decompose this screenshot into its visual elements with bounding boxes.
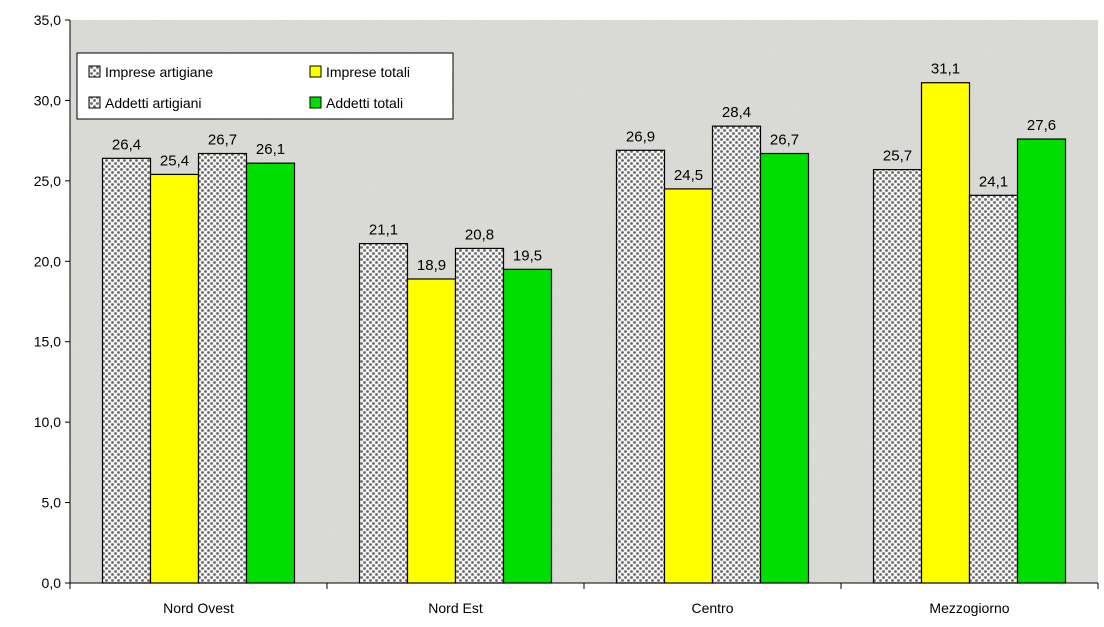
bar bbox=[663, 188, 714, 584]
data-label: 18,9 bbox=[417, 257, 446, 274]
data-labels: 26,4 25,4 26,7 26,1 21,1 18,9 20,8 19,5 26,9 24,5… bbox=[112, 61, 1056, 274]
data-label: 26,7 bbox=[208, 132, 237, 149]
bar bbox=[149, 173, 200, 584]
bar bbox=[711, 125, 762, 584]
bar bbox=[502, 268, 553, 584]
x-tick-label: Nord Ovest bbox=[163, 600, 234, 616]
y-tick-label: 5,0 bbox=[42, 495, 62, 511]
legend-swatch bbox=[88, 96, 101, 109]
legend-label: Addetti artigiani bbox=[105, 95, 202, 111]
legend-swatch bbox=[309, 96, 322, 109]
y-tick-label: 0,0 bbox=[42, 575, 62, 591]
bar bbox=[358, 242, 409, 584]
data-label: 24,5 bbox=[674, 167, 703, 184]
bar bbox=[454, 247, 505, 584]
bar bbox=[245, 162, 296, 584]
bar bbox=[872, 168, 923, 584]
x-tick-label: Centro bbox=[691, 600, 733, 616]
bar bbox=[920, 82, 971, 584]
y-tick-label: 25,0 bbox=[34, 173, 61, 189]
bar bbox=[1016, 138, 1067, 584]
data-label: 26,7 bbox=[770, 132, 799, 149]
bar bbox=[101, 157, 152, 584]
bar bbox=[615, 149, 666, 584]
y-tick-label: 30,0 bbox=[34, 92, 61, 108]
data-label: 21,1 bbox=[369, 222, 398, 239]
data-label: 31,1 bbox=[931, 61, 960, 78]
x-axis: Nord Ovest Nord Est Centro Mezzogiorno bbox=[69, 582, 1099, 616]
y-axis: 0,0 5,0 10,0 15,0 20,0 25,0 30,0 35,0 bbox=[34, 12, 71, 591]
data-label: 28,4 bbox=[722, 104, 751, 121]
data-label: 26,9 bbox=[626, 128, 655, 145]
x-tick-label: Mezzogiorno bbox=[929, 600, 1009, 616]
data-label: 20,8 bbox=[465, 226, 494, 243]
data-label: 25,7 bbox=[883, 148, 912, 165]
y-tick-label: 20,0 bbox=[34, 253, 61, 269]
legend-swatch bbox=[309, 65, 322, 78]
y-tick-label: 15,0 bbox=[34, 334, 61, 350]
y-tick-label: 10,0 bbox=[34, 414, 61, 430]
legend-box bbox=[76, 52, 454, 120]
bar bbox=[968, 194, 1019, 584]
data-label: 25,4 bbox=[160, 152, 189, 169]
legend-label: Addetti totali bbox=[326, 95, 403, 111]
x-tick-label: Nord Est bbox=[428, 600, 483, 616]
bar bbox=[759, 152, 810, 584]
data-label: 26,1 bbox=[256, 141, 285, 158]
bar bbox=[197, 152, 248, 584]
data-label: 27,6 bbox=[1027, 117, 1056, 134]
bar bbox=[406, 278, 457, 584]
legend-swatch bbox=[88, 65, 101, 78]
data-label: 24,1 bbox=[979, 173, 1008, 190]
legend-label: Imprese artigiane bbox=[105, 64, 213, 80]
bars bbox=[101, 82, 1067, 584]
data-label: 19,5 bbox=[513, 247, 542, 264]
y-tick-label: 35,0 bbox=[34, 12, 61, 28]
legend: Imprese artigiane Imprese totali Addetti a… bbox=[76, 52, 454, 120]
data-label: 26,4 bbox=[112, 136, 141, 153]
legend-label: Imprese totali bbox=[326, 64, 410, 80]
